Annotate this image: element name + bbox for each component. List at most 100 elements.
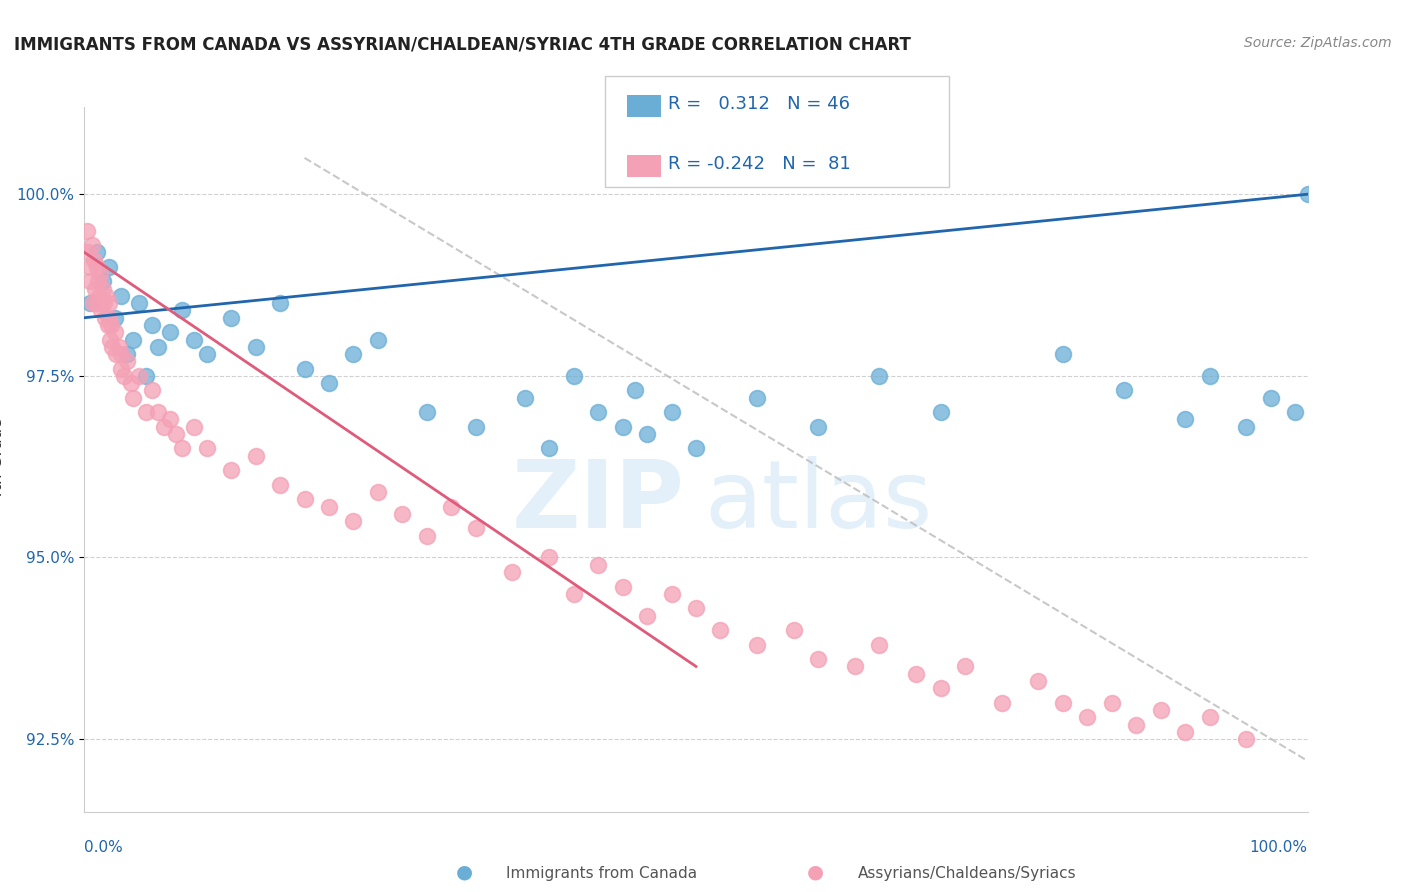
- Text: ●: ●: [456, 863, 472, 881]
- Point: [90, 303, 112, 318]
- Point: [135, 405, 157, 419]
- Point: [1052, 696, 1074, 710]
- Point: [135, 368, 157, 383]
- Point: [502, 565, 524, 579]
- Point: [538, 442, 561, 456]
- Point: [87, 289, 110, 303]
- Point: [172, 442, 194, 456]
- Point: [86, 296, 108, 310]
- Point: [513, 391, 536, 405]
- Point: [97, 310, 120, 325]
- Point: [141, 384, 163, 398]
- Point: [747, 391, 769, 405]
- Point: [84, 282, 107, 296]
- Y-axis label: 4th Grade: 4th Grade: [0, 417, 6, 501]
- Point: [562, 368, 585, 383]
- Point: [1174, 724, 1197, 739]
- Point: [1198, 368, 1220, 383]
- Point: [110, 361, 132, 376]
- Point: [685, 442, 707, 456]
- Point: [1076, 710, 1098, 724]
- Point: [115, 354, 138, 368]
- Point: [112, 368, 135, 383]
- Text: Immigrants from Canada: Immigrants from Canada: [506, 866, 697, 881]
- Point: [83, 252, 105, 267]
- Point: [97, 296, 120, 310]
- Point: [464, 419, 486, 434]
- Point: [77, 245, 100, 260]
- Point: [98, 333, 121, 347]
- Point: [107, 340, 129, 354]
- Point: [367, 333, 389, 347]
- Point: [89, 267, 111, 281]
- Point: [146, 405, 169, 419]
- Point: [636, 426, 658, 441]
- Point: [844, 659, 866, 673]
- Point: [562, 587, 585, 601]
- Point: [1236, 419, 1258, 434]
- Point: [79, 274, 101, 288]
- Point: [1260, 391, 1282, 405]
- Point: [183, 333, 205, 347]
- Point: [929, 405, 952, 419]
- Point: [538, 550, 561, 565]
- Point: [245, 449, 267, 463]
- Point: [93, 296, 115, 310]
- Text: ZIP: ZIP: [512, 456, 685, 548]
- Point: [219, 310, 242, 325]
- Point: [110, 347, 132, 361]
- Point: [367, 485, 389, 500]
- Point: [342, 347, 364, 361]
- Point: [1125, 717, 1147, 731]
- Point: [153, 419, 176, 434]
- Point: [80, 238, 103, 252]
- Point: [172, 303, 194, 318]
- Point: [661, 405, 683, 419]
- Point: [245, 340, 267, 354]
- Point: [100, 318, 122, 332]
- Point: [96, 289, 118, 303]
- Point: [586, 558, 609, 572]
- Point: [128, 296, 150, 310]
- Point: [318, 376, 340, 390]
- Point: [1296, 187, 1319, 202]
- Point: [86, 260, 108, 274]
- Point: [416, 529, 439, 543]
- Point: [416, 405, 439, 419]
- Point: [97, 260, 120, 274]
- Point: [636, 608, 658, 623]
- Point: [624, 384, 647, 398]
- Point: [122, 333, 145, 347]
- Point: [195, 442, 218, 456]
- Text: R = -0.242   N =  81: R = -0.242 N = 81: [668, 155, 851, 173]
- Point: [612, 580, 634, 594]
- Point: [128, 368, 150, 383]
- Point: [318, 500, 340, 514]
- Point: [101, 340, 124, 354]
- Point: [183, 419, 205, 434]
- Point: [464, 521, 486, 535]
- Point: [807, 419, 830, 434]
- Point: [269, 478, 291, 492]
- Point: [709, 623, 731, 637]
- Point: [122, 391, 145, 405]
- Text: ●: ●: [807, 863, 824, 881]
- Point: [869, 638, 891, 652]
- Point: [586, 405, 609, 419]
- Point: [79, 260, 101, 274]
- Point: [146, 340, 169, 354]
- Point: [141, 318, 163, 332]
- Point: [104, 325, 127, 339]
- Point: [76, 223, 98, 237]
- Point: [120, 376, 142, 390]
- Point: [91, 282, 114, 296]
- Point: [612, 419, 634, 434]
- Point: [991, 696, 1014, 710]
- Point: [1198, 710, 1220, 724]
- Point: [1101, 696, 1123, 710]
- Point: [86, 245, 108, 260]
- Point: [1284, 405, 1306, 419]
- Point: [219, 463, 242, 477]
- Point: [159, 412, 181, 426]
- Point: [195, 347, 218, 361]
